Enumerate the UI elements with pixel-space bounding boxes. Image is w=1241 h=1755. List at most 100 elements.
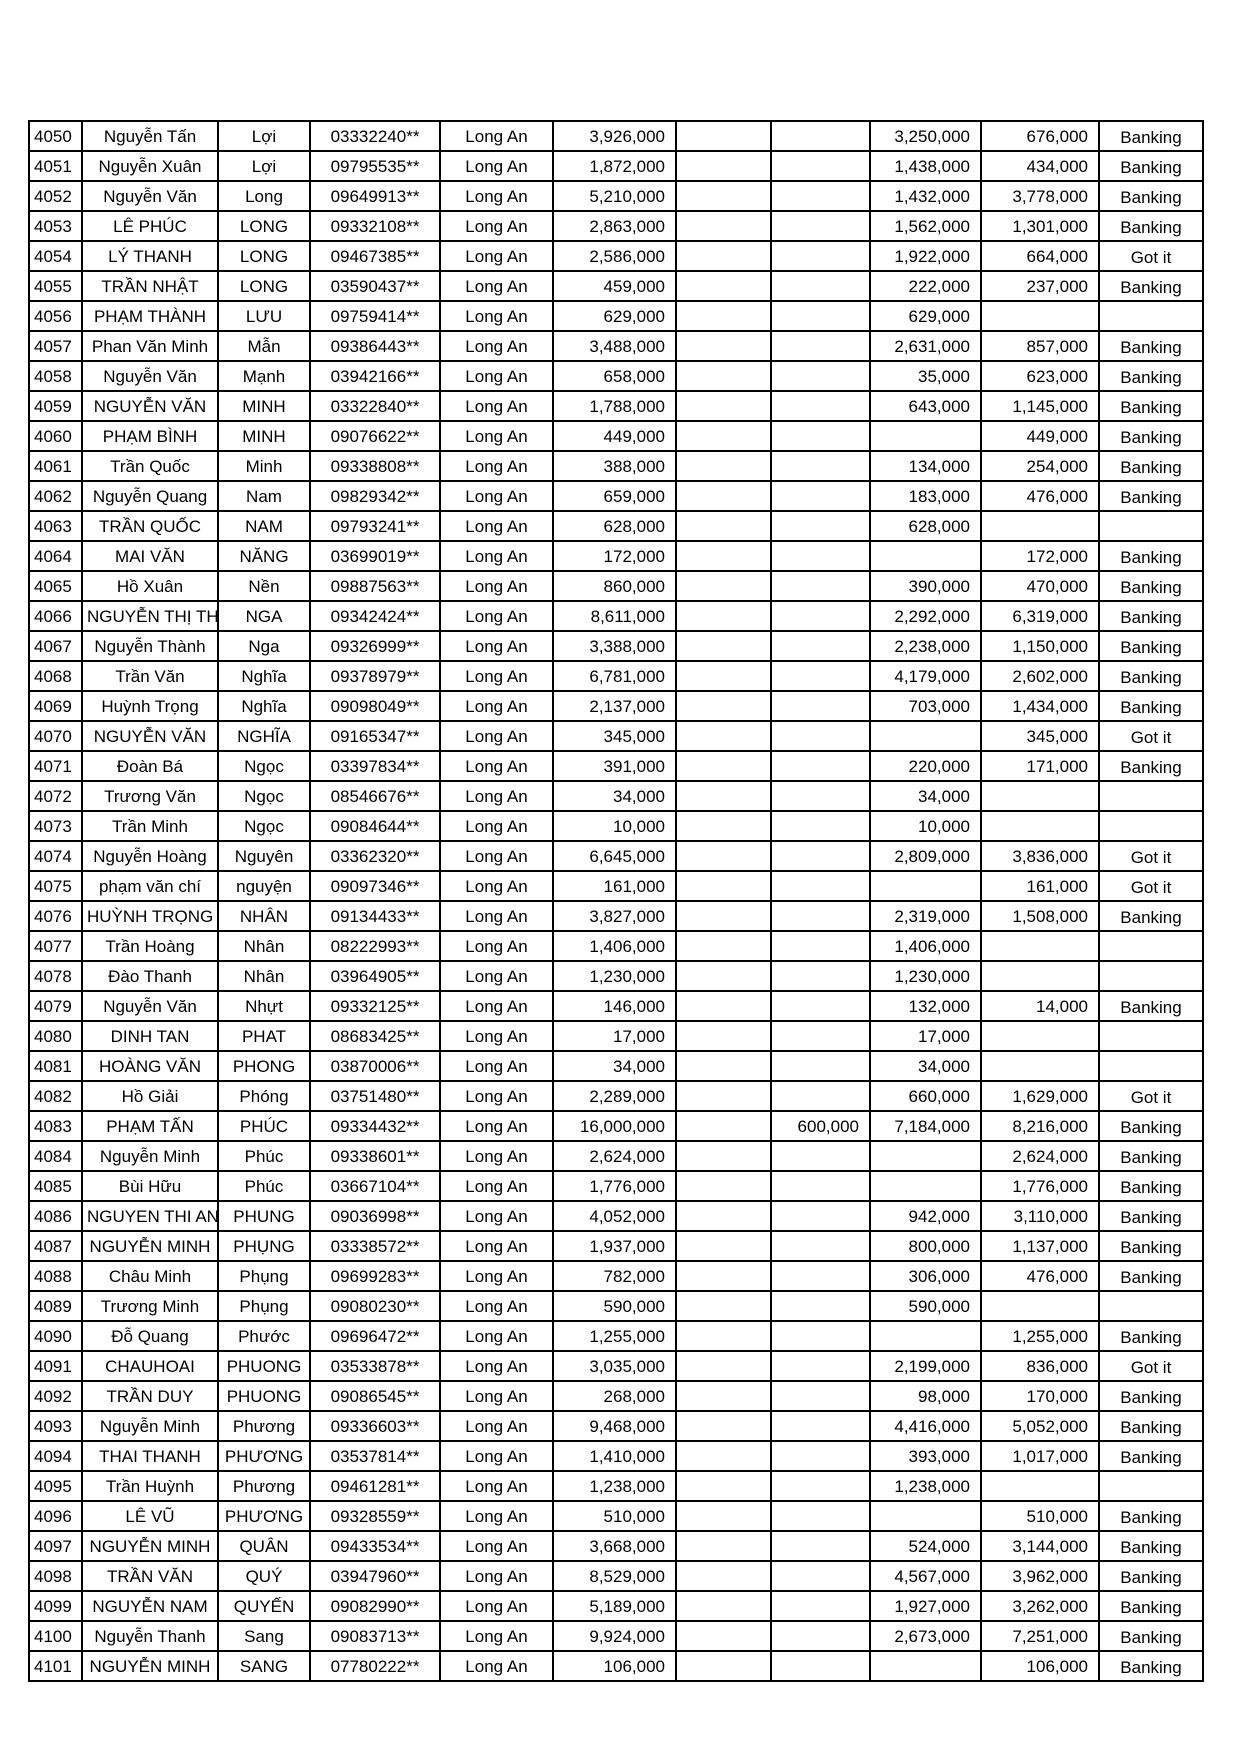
total-amount-cell: 3,488,000 — [552, 330, 677, 362]
last-middle-name-cell: Châu Minh — [81, 1260, 219, 1292]
phone-cell: 09338601** — [309, 1140, 441, 1172]
phone-cell: 09326999** — [309, 630, 441, 662]
phone-cell: 03322840** — [309, 390, 441, 422]
row-id-cell: 4056 — [28, 300, 83, 332]
payment-method-cell — [1098, 930, 1204, 962]
first-name-cell: nguyện — [217, 870, 311, 902]
last-middle-name-cell: NGUYỄN MINH — [81, 1530, 219, 1562]
amount-remaining-cell: 676,000 — [980, 120, 1100, 152]
phone-cell: 09699283** — [309, 1260, 441, 1292]
deduction-cell — [770, 300, 871, 332]
total-amount-cell: 34,000 — [552, 780, 677, 812]
first-name-cell: LONG — [217, 210, 311, 242]
table-row: 4099 NGUYỄN NAM QUYẾN 09082990** Long An 5,18… — [28, 1590, 1204, 1622]
amount-remaining-cell: 1,301,000 — [980, 210, 1100, 242]
amount-paid-cell: 390,000 — [869, 570, 982, 602]
row-id-cell: 4074 — [28, 840, 83, 872]
empty-column-cell — [675, 420, 772, 452]
row-id-cell: 4063 — [28, 510, 83, 542]
first-name-cell: PHUONG — [217, 1380, 311, 1412]
row-id-cell: 4065 — [28, 570, 83, 602]
amount-paid-cell: 1,432,000 — [869, 180, 982, 212]
last-middle-name-cell: Trần Quốc — [81, 450, 219, 482]
first-name-cell: QUÂN — [217, 1530, 311, 1562]
province-cell: Long An — [439, 570, 554, 602]
last-middle-name-cell: TRẦN NHẬT — [81, 270, 219, 302]
total-amount-cell: 1,937,000 — [552, 1230, 677, 1262]
empty-column-cell — [675, 660, 772, 692]
row-id-cell: 4075 — [28, 870, 83, 902]
deduction-cell — [770, 1380, 871, 1412]
row-id-cell: 4101 — [28, 1650, 83, 1682]
empty-column-cell — [675, 300, 772, 332]
last-middle-name-cell: DINH TAN — [81, 1020, 219, 1052]
first-name-cell: NGA — [217, 600, 311, 632]
empty-column-cell — [675, 480, 772, 512]
table-row: 4079 Nguyễn Văn Nhựt 09332125** Long An 146,0… — [28, 990, 1204, 1022]
row-id-cell: 4072 — [28, 780, 83, 812]
payment-method-cell — [1098, 960, 1204, 992]
amount-paid-cell: 306,000 — [869, 1260, 982, 1292]
first-name-cell: PHUNG — [217, 1200, 311, 1232]
amount-remaining-cell: 1,508,000 — [980, 900, 1100, 932]
first-name-cell: Nhân — [217, 930, 311, 962]
row-id-cell: 4060 — [28, 420, 83, 452]
empty-column-cell — [675, 870, 772, 902]
amount-paid-cell: 628,000 — [869, 510, 982, 542]
amount-paid-cell: 7,184,000 — [869, 1110, 982, 1142]
payment-method-cell: Banking — [1098, 1650, 1204, 1682]
amount-paid-cell: 800,000 — [869, 1230, 982, 1262]
deduction-cell — [770, 1620, 871, 1652]
province-cell: Long An — [439, 1470, 554, 1502]
first-name-cell: LƯU — [217, 300, 311, 332]
first-name-cell: Lợi — [217, 120, 311, 152]
amount-remaining-cell: 8,216,000 — [980, 1110, 1100, 1142]
phone-cell: 09082990** — [309, 1590, 441, 1622]
payment-method-cell: Banking — [1098, 540, 1204, 572]
empty-column-cell — [675, 1500, 772, 1532]
row-id-cell: 4070 — [28, 720, 83, 752]
last-middle-name-cell: Trần Minh — [81, 810, 219, 842]
amount-paid-cell: 1,927,000 — [869, 1590, 982, 1622]
amount-remaining-cell: 664,000 — [980, 240, 1100, 272]
province-cell: Long An — [439, 630, 554, 662]
last-middle-name-cell: HUỲNH TRỌNG — [81, 900, 219, 932]
province-cell: Long An — [439, 870, 554, 902]
deduction-cell — [770, 600, 871, 632]
phone-cell: 08683425** — [309, 1020, 441, 1052]
row-id-cell: 4081 — [28, 1050, 83, 1082]
empty-column-cell — [675, 690, 772, 722]
phone-cell: 09467385** — [309, 240, 441, 272]
phone-cell: 03332240** — [309, 120, 441, 152]
province-cell: Long An — [439, 1110, 554, 1142]
total-amount-cell: 9,468,000 — [552, 1410, 677, 1442]
amount-remaining-cell — [980, 510, 1100, 542]
last-middle-name-cell: PHẠM TẤN — [81, 1110, 219, 1142]
total-amount-cell: 459,000 — [552, 270, 677, 302]
payment-method-cell: Got it — [1098, 1080, 1204, 1112]
phone-cell: 03964905** — [309, 960, 441, 992]
last-middle-name-cell: NGUYỄN NAM — [81, 1590, 219, 1622]
deduction-cell — [770, 750, 871, 782]
table-row: 4055 TRẦN NHẬT LONG 03590437** Long An 459,00… — [28, 270, 1204, 302]
table-row: 4086 NGUYEN THI ANH PHUNG 09036998** Long An… — [28, 1200, 1204, 1232]
row-id-cell: 4067 — [28, 630, 83, 662]
amount-remaining-cell — [980, 780, 1100, 812]
first-name-cell: PHƯƠNG — [217, 1500, 311, 1532]
payment-method-cell: Banking — [1098, 1230, 1204, 1262]
province-cell: Long An — [439, 360, 554, 392]
table-row: 4063 TRẦN QUỐC NAM 09793241** Long An 628,000… — [28, 510, 1204, 542]
first-name-cell: Nghĩa — [217, 690, 311, 722]
table-row: 4067 Nguyễn Thành Nga 09326999** Long An 3,38… — [28, 630, 1204, 662]
deduction-cell — [770, 150, 871, 182]
first-name-cell: SANG — [217, 1650, 311, 1682]
total-amount-cell: 629,000 — [552, 300, 677, 332]
empty-column-cell — [675, 1140, 772, 1172]
deduction-cell — [770, 480, 871, 512]
payment-method-cell — [1098, 300, 1204, 332]
phone-cell: 03870006** — [309, 1050, 441, 1082]
table-row: 4080 DINH TAN PHAT 08683425** Long An 17,000 1… — [28, 1020, 1204, 1052]
payment-method-cell — [1098, 1470, 1204, 1502]
table-row: 4053 LÊ PHÚC LONG 09332108** Long An 2,863,00… — [28, 210, 1204, 242]
row-id-cell: 4098 — [28, 1560, 83, 1592]
